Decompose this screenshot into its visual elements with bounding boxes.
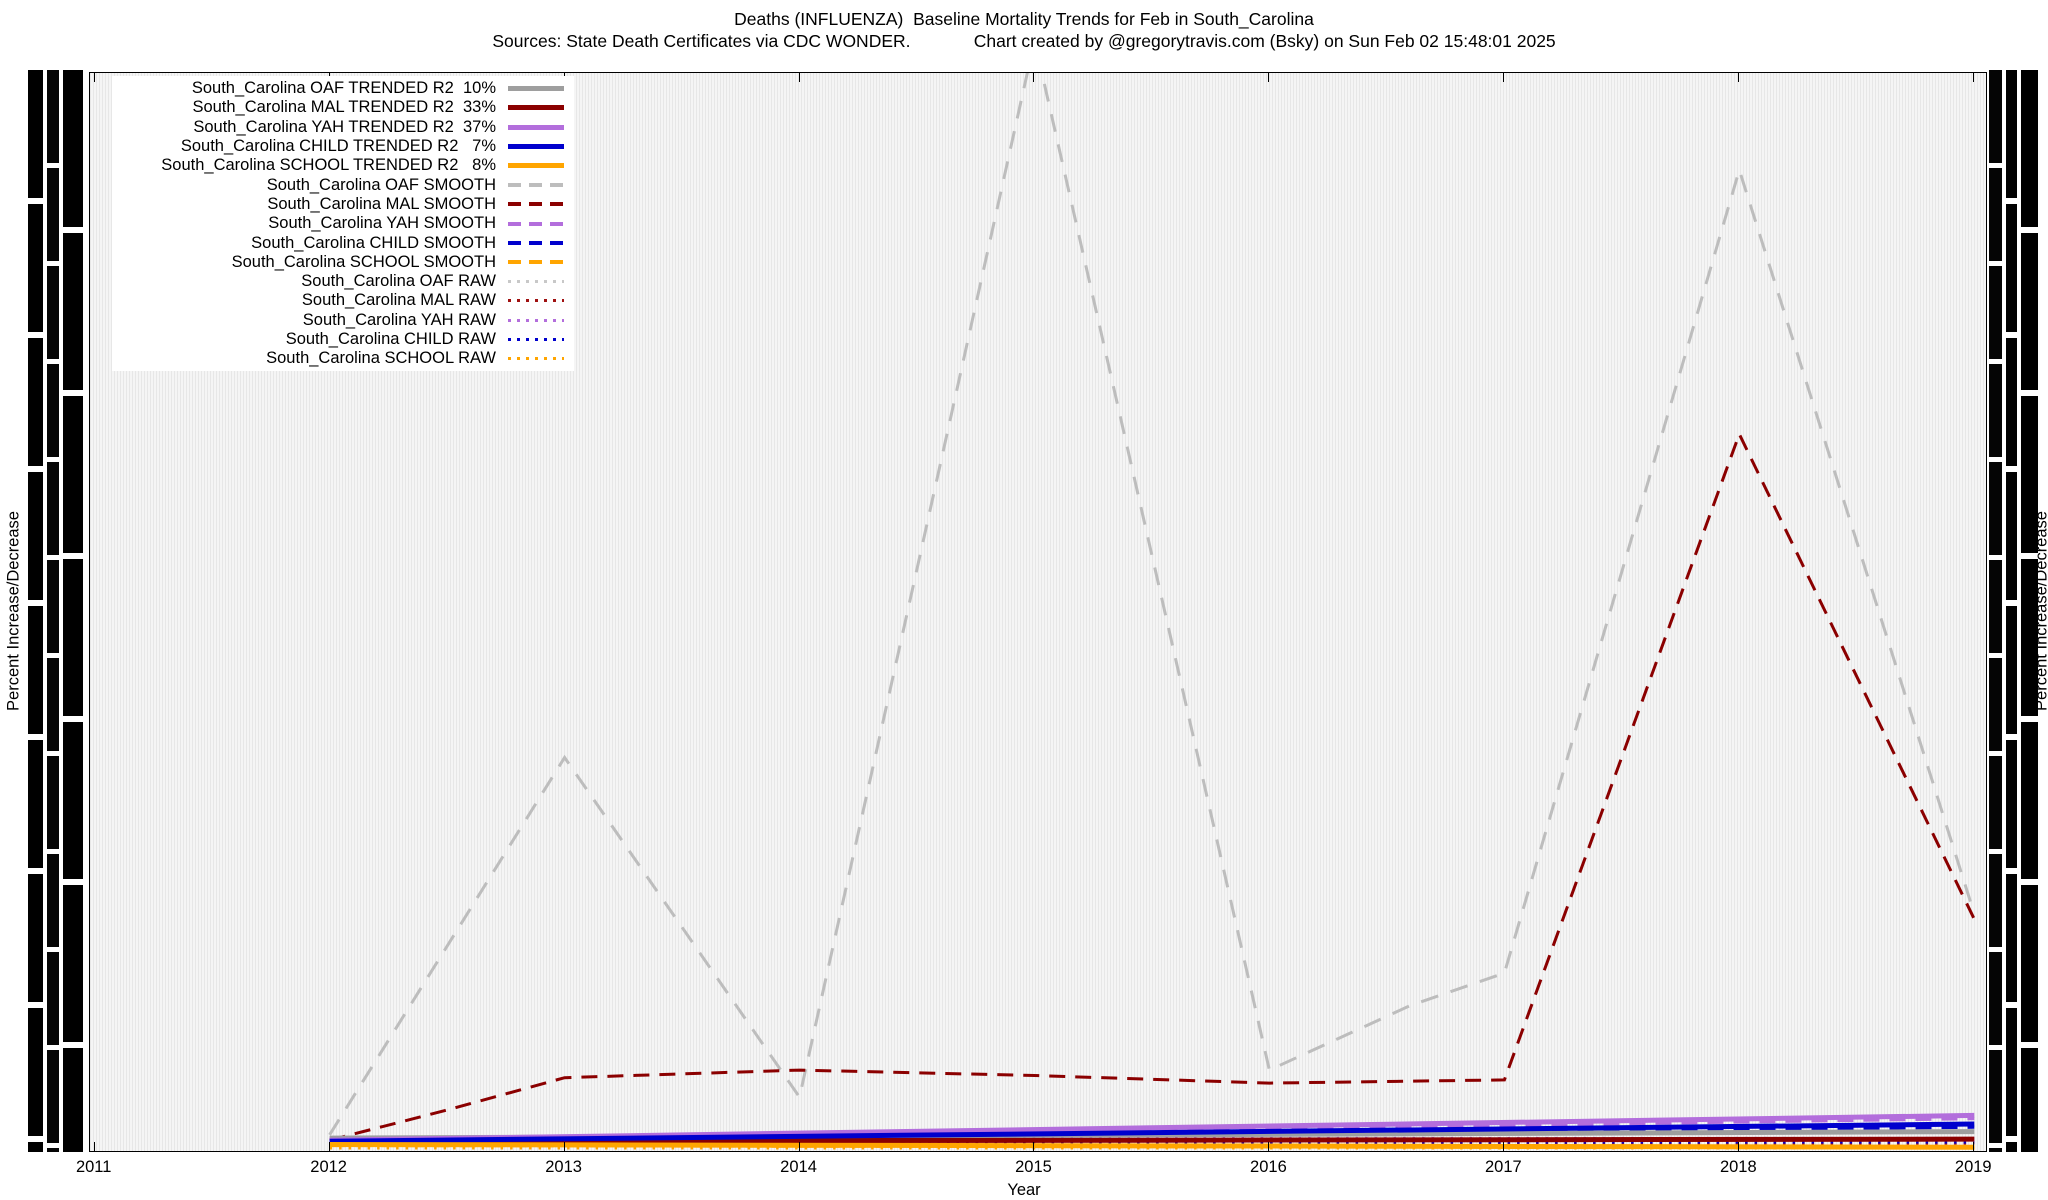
x-tick-label-2012: 2012 [310,1158,347,1176]
legend-label: South_Carolina MAL RAW [301,291,496,310]
x-tick-mark-bottom-2017 [1503,1142,1505,1151]
series-line-oaf-smooth [328,73,1976,1136]
x-tick-mark-bottom-2011 [93,1142,95,1151]
legend-label: South_Carolina YAH SMOOTH [268,214,496,233]
legend-label: South_Carolina SCHOOL RAW [266,349,496,368]
series-line-school-trended [329,1142,1975,1150]
legend: South_Carolina OAF TRENDED R2 10% South_C… [112,76,574,372]
chart-subtitle: Sources: State Death Certificates via CD… [492,31,1556,51]
legend-sample-dashed [508,202,564,207]
legend-sample-dashed [508,221,564,226]
x-tick-mark-top-2018 [1738,73,1740,82]
legend-sample-dashed [508,260,564,265]
x-tick-mark-bottom-2012 [328,1142,330,1151]
x-tick-mark-bottom-2013 [563,1142,565,1151]
legend-item-yah-trended: South_Carolina YAH TRENDED R2 37% [112,118,564,137]
legend-sample-dotted [508,357,564,361]
x-tick-label-2013: 2013 [545,1158,582,1176]
x-tick-mark-top-2019 [1973,73,1975,82]
legend-label: South_Carolina OAF RAW [301,272,496,291]
legend-item-child-smooth: South_Carolina CHILD SMOOTH [112,233,564,252]
x-tick-label-2017: 2017 [1485,1158,1522,1176]
legend-item-oaf-trended: South_Carolina OAF TRENDED R2 10% [112,79,564,98]
legend-label: South_Carolina CHILD TRENDED R2 7% [180,137,496,156]
legend-label: South_Carolina YAH TRENDED R2 37% [193,117,496,136]
tick-smear-bar [47,70,59,1152]
legend-item-oaf-raw: South_Carolina OAF RAW [112,272,564,291]
x-tick-label-2019: 2019 [1954,1158,1992,1176]
x-tick-label-2011: 2011 [75,1158,112,1176]
legend-item-child-raw: South_Carolina CHILD RAW [112,330,564,349]
x-tick-mark-top-2014 [798,73,800,82]
legend-item-school-smooth: South_Carolina SCHOOL SMOOTH [112,253,564,272]
tick-smear-bar [2021,70,2038,1152]
x-tick-mark-top-2015 [1033,73,1035,82]
legend-label: South_Carolina MAL TRENDED R2 33% [192,98,496,117]
x-tick-mark-top-2016 [1268,73,1270,82]
legend-item-mal-raw: South_Carolina MAL RAW [112,291,564,310]
legend-label: South_Carolina YAH RAW [302,310,496,329]
legend-sample-dotted [508,318,564,322]
legend-item-yah-smooth: South_Carolina YAH SMOOTH [112,214,564,233]
legend-sample-dashed [508,241,564,246]
x-tick-label-2016: 2016 [1250,1158,1287,1176]
tick-smear-bar [63,70,83,1152]
x-tick-mark-bottom-2019 [1973,1142,1975,1151]
legend-label: South_Carolina CHILD RAW [285,330,496,348]
legend-sample-solid [508,124,564,130]
x-tick-mark-bottom-2018 [1738,1142,1740,1151]
legend-item-oaf-smooth: South_Carolina OAF SMOOTH [112,175,564,194]
legend-label: South_Carolina OAF SMOOTH [266,175,496,194]
tick-smear-bar [28,70,43,1152]
legend-sample-solid [508,144,564,150]
x-tick-mark-top-2017 [1503,73,1505,82]
tick-smear-bar [2006,70,2017,1152]
legend-label: South_Carolina MAL SMOOTH [267,194,496,213]
legend-sample-dotted [508,338,564,341]
x-tick-mark-bottom-2016 [1268,1142,1270,1151]
x-tick-label-2018: 2018 [1719,1158,1757,1176]
y-axis-label-left: Percent Increase/Decrease [4,511,23,711]
legend-sample-dotted [508,299,564,303]
x-tick-mark-top-2011 [93,73,95,82]
legend-label: South_Carolina SCHOOL TRENDED R2 8% [161,156,496,175]
legend-item-mal-trended: South_Carolina MAL TRENDED R2 33% [112,98,564,117]
plot-area: South_Carolina OAF TRENDED R2 10% South_C… [89,72,1987,1152]
legend-sample-solid [508,105,564,111]
legend-label: South_Carolina CHILD SMOOTH [251,233,496,252]
legend-sample-solid [508,86,564,92]
legend-sample-dashed [508,183,564,188]
legend-item-mal-smooth: South_Carolina MAL SMOOTH [112,195,564,214]
x-tick-mark-bottom-2015 [1033,1142,1035,1151]
legend-item-school-trended: South_Carolina SCHOOL TRENDED R2 8% [112,156,564,175]
legend-label: South_Carolina SCHOOL SMOOTH [231,252,496,271]
y-axis-label-right: Percent Increase/Decrease [2032,511,2048,711]
legend-item-yah-raw: South_Carolina YAH RAW [112,311,564,330]
legend-item-child-trended: South_Carolina CHILD TRENDED R2 7% [112,137,564,156]
series-svg [328,73,1976,1150]
tick-smear-bar [1989,70,2002,1152]
x-tick-label-2014: 2014 [780,1158,817,1176]
series-line-mal-smooth [329,430,1976,1142]
legend-sample-dotted [508,280,564,284]
series-line-mal-trended [329,1136,1975,1144]
legend-item-school-raw: South_Carolina SCHOOL RAW [112,349,564,368]
x-tick-label-2015: 2015 [1015,1158,1052,1176]
legend-sample-solid [508,163,564,169]
y-tick-labels-overprinted-right [1989,70,2039,1152]
y-tick-labels-overprinted-left [28,70,84,1152]
series-line-child-trended [329,1121,1975,1144]
legend-label: South_Carolina OAF TRENDED R2 10% [191,79,496,98]
chart-title: Deaths (INFLUENZA) Baseline Mortality Tr… [734,9,1314,29]
x-axis-label: Year [1007,1181,1041,1199]
x-tick-mark-bottom-2014 [798,1142,800,1151]
